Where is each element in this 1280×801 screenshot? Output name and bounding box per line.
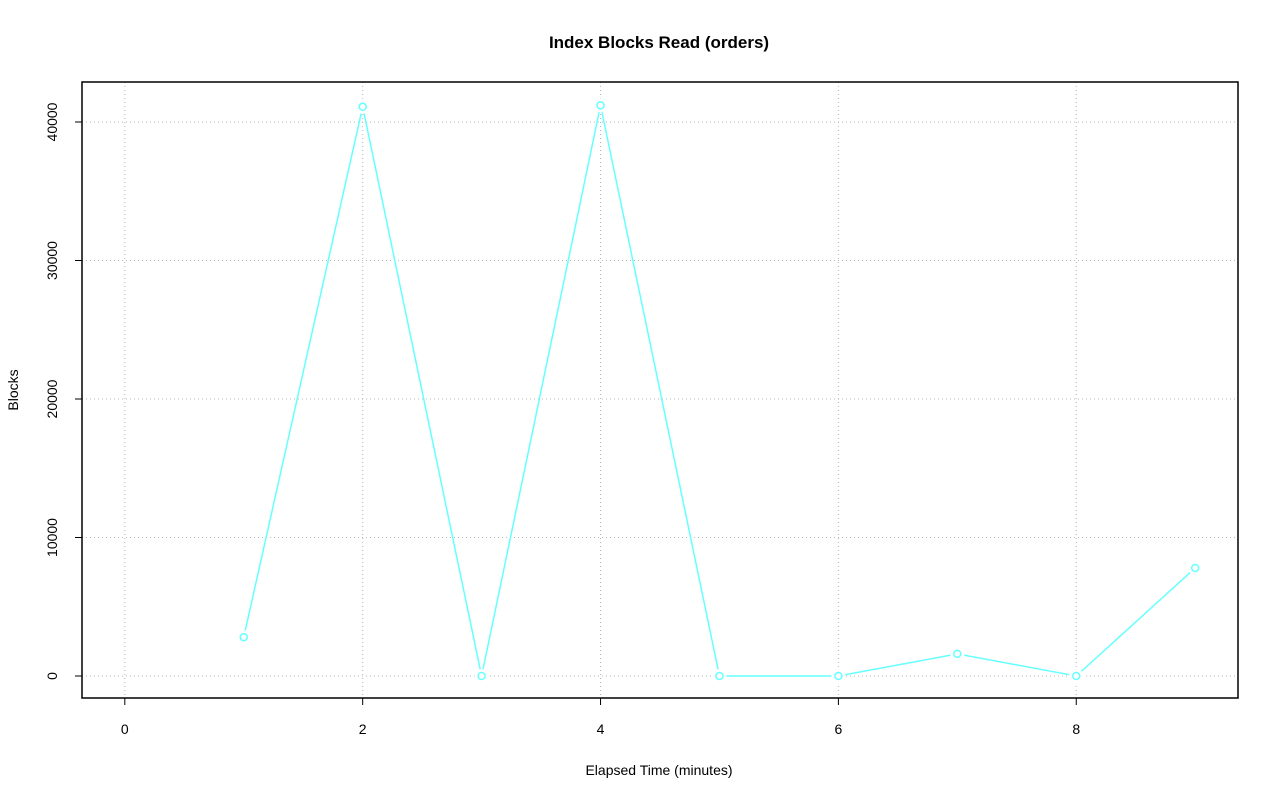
y-axis-label: Blocks xyxy=(5,369,21,410)
data-point xyxy=(477,671,486,681)
y-tick-label: 10000 xyxy=(44,518,60,557)
data-point xyxy=(1190,563,1200,573)
gap xyxy=(474,669,489,684)
y-tick-label: 30000 xyxy=(44,241,60,280)
x-tick-label: 2 xyxy=(359,721,367,737)
gap xyxy=(950,646,965,661)
x-tick-label: 0 xyxy=(121,721,129,737)
y-tick-label: 0 xyxy=(44,672,60,680)
gap xyxy=(355,99,370,114)
gap xyxy=(1188,560,1203,575)
data-point xyxy=(358,102,367,112)
plot-frame xyxy=(81,81,1239,699)
gap xyxy=(593,98,608,113)
data-point xyxy=(596,101,605,110)
data-point xyxy=(239,632,248,642)
x-tick-label: 6 xyxy=(834,721,842,737)
x-tick-label: 8 xyxy=(1072,721,1080,737)
chart-title: Index Blocks Read (orders) xyxy=(549,33,769,52)
y-tick-label: 40000 xyxy=(44,102,60,141)
data-point xyxy=(834,671,843,681)
gap xyxy=(831,669,846,684)
data-point xyxy=(1072,671,1081,681)
y-tick-label: 20000 xyxy=(44,379,60,418)
x-tick-label: 4 xyxy=(597,721,605,737)
data-point xyxy=(953,649,962,659)
data-point xyxy=(715,671,724,681)
x-axis-label: Elapsed Time (minutes) xyxy=(585,762,732,778)
gap xyxy=(236,630,251,645)
gap xyxy=(712,669,727,684)
gap xyxy=(1069,669,1084,684)
